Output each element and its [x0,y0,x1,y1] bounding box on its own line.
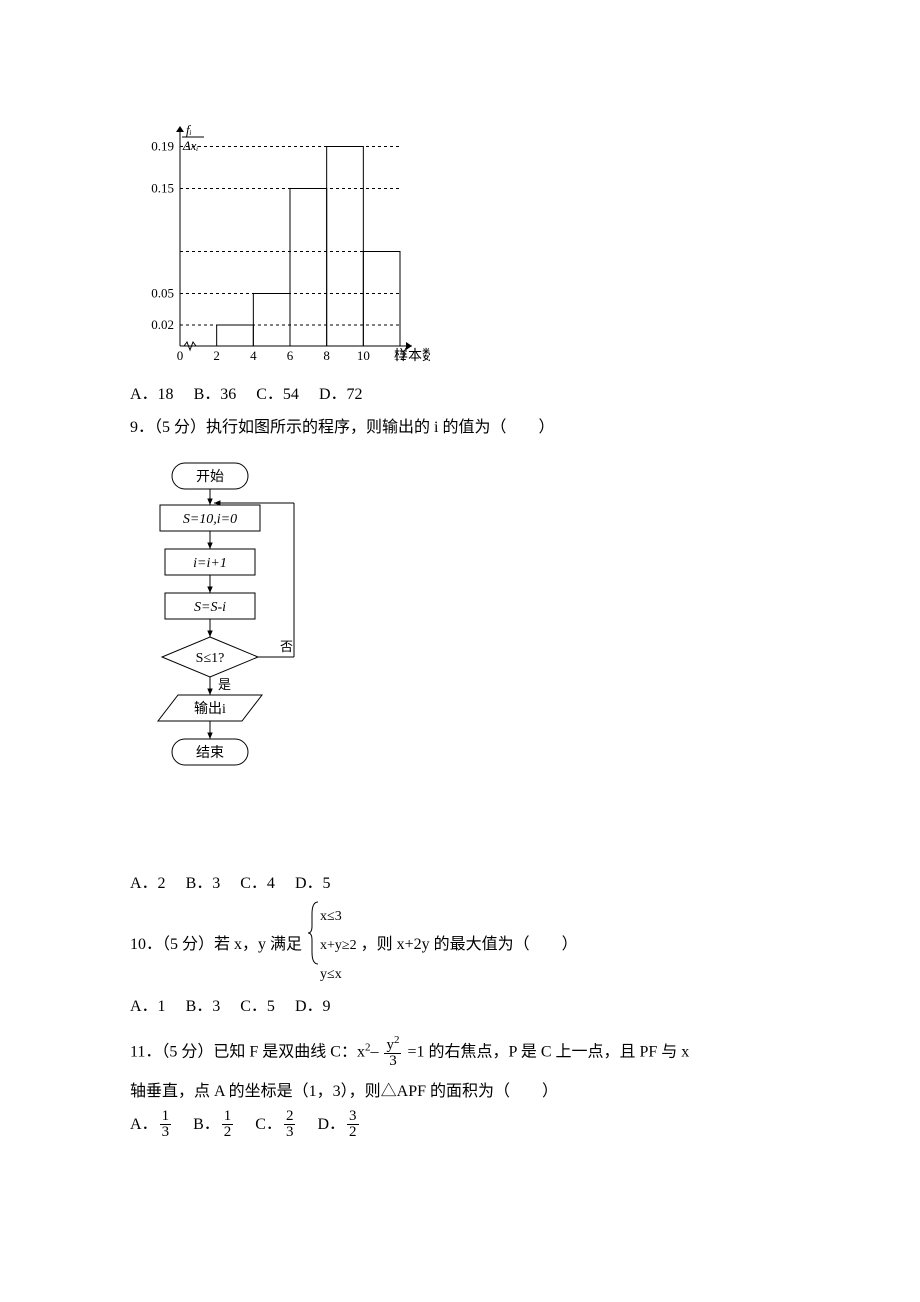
svg-text:8: 8 [323,348,330,363]
q11-options: A．13 B．12 C．23 D．32 [130,1110,800,1141]
q9-opt-d: D．5 [295,875,331,892]
q11-opt-d: 32 [347,1109,359,1140]
svg-text:否: 否 [280,639,293,654]
q10-sys-3: y≤x [320,967,342,982]
q11-opt-b: 12 [222,1109,234,1140]
q10-stem: 10．（5 分）若 x，y 满足 x≤3 x+y≥2 y≤x ，则 x+2y 的… [130,902,800,988]
q9-opt-a: A．2 [130,875,166,892]
q10-opt-b: B．3 [186,998,221,1015]
svg-text:0.02: 0.02 [151,317,174,332]
svg-text:6: 6 [287,348,294,363]
q11-stem-line2: 轴垂直，点 A 的坐标是（1，3），则△APF 的面积为（ ） [130,1078,800,1107]
svg-text:i=i+1: i=i+1 [193,556,227,571]
svg-text:S=10,i=0: S=10,i=0 [183,512,237,527]
svg-text:输出i: 输出i [194,701,226,717]
q9-opt-b: B．3 [186,875,221,892]
q9-stem: 9．（5 分）执行如图所示的程序，则输出的 i 的值为（ ） [130,414,800,443]
q11-stem-a: 11．（5 分）已知 F 是双曲线 C：x [130,1043,365,1060]
svg-text:0: 0 [177,348,184,363]
svg-text:S=S-i: S=S-i [194,600,226,615]
svg-text:0.05: 0.05 [151,286,174,301]
q11-stem-b: =1 的右焦点，P 是 C 上一点，且 PF 与 x [407,1043,689,1060]
q8-options: A．18 B．36 C．54 D．72 [130,381,800,410]
q9-options: A．2 B．3 C．4 D．5 [130,870,800,899]
svg-text:Δxᵢ: Δxᵢ [182,138,198,153]
q10-opt-d: D．9 [295,998,331,1015]
q11-opt-a: 13 [160,1109,172,1140]
svg-text:开始: 开始 [196,469,224,485]
svg-text:0.15: 0.15 [151,181,174,196]
svg-text:0.19: 0.19 [151,139,174,154]
q8-opt-d: D．72 [319,386,363,403]
q9-flowchart: 开始 S=10,i=0 i=i+1 S=S-i S≤1? 否是输出i 结束 [130,455,800,860]
q8-opt-a: A．18 [130,386,174,403]
svg-text:是: 是 [218,677,231,692]
q10-sys-1: x≤3 [320,909,342,924]
q11-frac: y2 3 [384,1035,401,1069]
svg-text:样本数据: 样本数据 [394,348,430,364]
svg-text:10: 10 [357,348,370,363]
q10-sys-2: x+y≥2 [320,938,357,953]
q8-opt-c: C．54 [256,386,299,403]
svg-text:fᵢ: fᵢ [186,122,192,137]
q10-opt-c: C．5 [240,998,275,1015]
q10-system: x≤3 x+y≥2 y≤x [306,902,357,988]
q11-opt-c: 23 [284,1109,296,1140]
q8-opt-b: B．36 [194,386,237,403]
q8-histogram: 0246810120.020.050.150.19fᵢΔxᵢ样本数据 [130,116,800,371]
q9-opt-c: C．4 [240,875,275,892]
q10-stem-pre: 10．（5 分）若 x，y 满足 [130,931,302,960]
svg-text:4: 4 [250,348,257,363]
q11-stem-line1: 11．（5 分）已知 F 是双曲线 C：x2– y2 3 =1 的右焦点，P 是… [130,1036,800,1070]
q10-options: A．1 B．3 C．5 D．9 [130,993,800,1022]
svg-text:S≤1?: S≤1? [196,651,225,666]
svg-text:结束: 结束 [196,745,224,761]
svg-text:2: 2 [213,348,220,363]
q10-stem-post: ，则 x+2y 的最大值为（ ） [361,931,578,960]
q10-opt-a: A．1 [130,998,166,1015]
